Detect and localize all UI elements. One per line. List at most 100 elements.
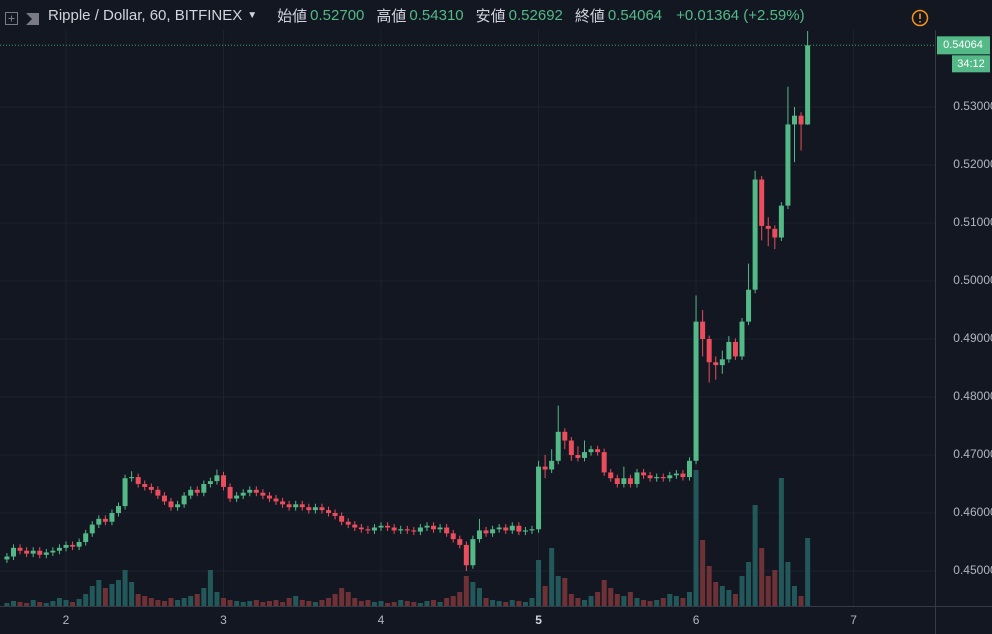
volume-bar [168, 598, 174, 606]
candle-body [234, 495, 240, 499]
candle-body [50, 550, 56, 553]
volume-bar [654, 600, 660, 606]
candle-body [168, 501, 174, 508]
volume-bar [608, 588, 614, 606]
volume-bar [129, 582, 135, 606]
candle-body [581, 452, 587, 458]
candle-body [713, 362, 719, 366]
volume-bar [253, 600, 259, 606]
candle-body [293, 504, 299, 508]
ohlc-label: 終値 [574, 7, 605, 25]
volume-bar [161, 601, 167, 606]
candle-body [63, 544, 69, 548]
candle-body [667, 475, 673, 479]
y-tick-label: 0.53000 [953, 99, 992, 113]
candle-body [798, 115, 804, 125]
candle-body [201, 484, 207, 493]
volume-bar [142, 596, 148, 606]
volume-bar [43, 603, 49, 606]
last-price-tag [937, 36, 990, 55]
candle-body [253, 489, 259, 493]
candle-body [221, 475, 227, 487]
volume-bar [378, 601, 384, 606]
candle-body [634, 472, 640, 485]
candle-body [417, 527, 423, 532]
volume-bar [680, 598, 686, 606]
countdown-label: 34:12 [957, 58, 985, 70]
candle-body [306, 507, 312, 511]
symbol-title[interactable]: Ripple / Dollar, 60, BITFINEX [48, 6, 243, 24]
volume-bar [503, 602, 509, 606]
candle-body [575, 455, 581, 458]
add-button[interactable] [5, 12, 18, 25]
candle-body [115, 506, 121, 514]
volume-bar [188, 596, 194, 606]
volume-bar [17, 602, 23, 606]
candle-body [759, 179, 765, 226]
volume-bar [588, 596, 594, 606]
candle-body [43, 552, 49, 555]
candle-body [614, 478, 620, 485]
symbol-icon [26, 13, 39, 25]
candle-body [621, 478, 627, 485]
candle-body [490, 529, 496, 534]
candle-body [549, 460, 555, 470]
volume-bar [286, 598, 292, 606]
candle-body [188, 489, 194, 496]
volume-bar [391, 602, 397, 606]
candle-body [562, 431, 568, 441]
volume-bar [280, 602, 286, 606]
candle-body [266, 495, 272, 499]
candle-body [791, 115, 797, 125]
candle-body [24, 550, 30, 554]
volume-bar [247, 601, 253, 606]
x-tick-label: 6 [693, 613, 700, 627]
volume-bar [791, 586, 797, 606]
volume-bar [365, 600, 371, 606]
candle-body [588, 449, 594, 453]
volume-bar [746, 562, 752, 606]
dropdown-arrow[interactable]: ▼ [247, 9, 258, 21]
candle-body [680, 473, 686, 478]
last-price-label: 0.54064 [943, 39, 983, 51]
volume-bar [752, 505, 758, 606]
candle-body [273, 498, 279, 502]
candle-body [542, 466, 548, 470]
ohlc-value: 0.52692 [508, 6, 563, 24]
volume-bar [424, 601, 430, 606]
candle-body [345, 521, 351, 525]
candle-body [726, 341, 732, 360]
volume-bar [37, 602, 43, 606]
volume-bar [509, 600, 515, 606]
volume-bar [306, 601, 312, 606]
x-tick-label: 4 [378, 613, 385, 627]
volume-bar [437, 602, 443, 606]
alert-icon[interactable] [911, 9, 929, 27]
candle-body [457, 539, 463, 545]
volume-bar [581, 600, 587, 606]
change: +0.01364 (+2.59%) [676, 6, 805, 24]
x-tick-label: 7 [850, 613, 857, 627]
candle-body [214, 475, 220, 482]
volume-bar [522, 602, 528, 606]
volume-bar [805, 538, 811, 606]
volume-bar [96, 580, 102, 606]
candle-body [641, 472, 647, 476]
candle-body [76, 542, 82, 547]
candle-body [109, 513, 115, 522]
volume-bar [352, 598, 358, 606]
volume-bar [89, 586, 95, 606]
candle-body [89, 524, 95, 534]
volume-bar [83, 594, 89, 606]
ohlc-value: 0.54310 [409, 6, 464, 24]
candle-body [627, 478, 633, 485]
ohlc-label: 高値 [376, 7, 407, 25]
candle-body [398, 529, 404, 531]
volume-bar [221, 598, 227, 606]
candle-body [10, 547, 16, 557]
candle-body [129, 477, 135, 479]
volume-bar [568, 594, 574, 606]
